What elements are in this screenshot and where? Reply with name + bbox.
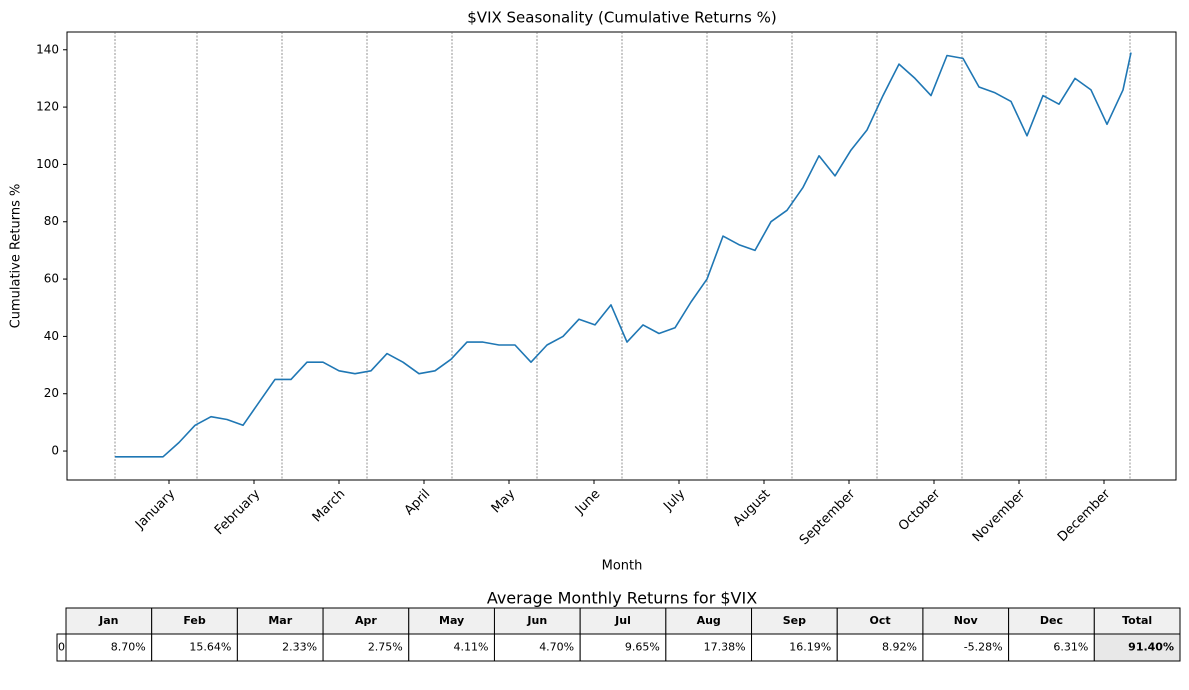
column-header: Aug xyxy=(697,614,721,627)
column-header: Mar xyxy=(268,614,292,627)
y-tick-label: 60 xyxy=(44,272,59,286)
header-cell xyxy=(1093,607,1181,635)
data-cell xyxy=(236,633,324,662)
column-header: Jul xyxy=(614,614,631,627)
x-tick-label: August xyxy=(731,487,774,530)
header-cell xyxy=(665,607,753,635)
data-cell xyxy=(151,633,238,662)
x-tick-label: February xyxy=(212,486,264,538)
x-axis-label: Month xyxy=(602,559,643,574)
x-tick-label: November xyxy=(970,486,1029,545)
header-cell xyxy=(493,607,581,635)
y-tick-label: 100 xyxy=(36,157,59,171)
header-cell xyxy=(922,607,1010,635)
x-tick-label: January xyxy=(132,486,178,532)
cell-value: 8.92% xyxy=(882,641,917,654)
cell-value: 4.11% xyxy=(454,641,489,654)
column-header: Jan xyxy=(98,614,118,627)
y-tick-label: 120 xyxy=(36,100,59,114)
x-tick-label: May xyxy=(489,486,519,516)
cell-value: 6.31% xyxy=(1053,641,1088,654)
header-cell xyxy=(751,607,838,635)
data-cell xyxy=(579,633,667,662)
column-header: Jun xyxy=(526,614,547,627)
table-title: Average Monthly Returns for $VIX xyxy=(487,589,757,608)
cell-value: 2.33% xyxy=(282,641,317,654)
column-header: Oct xyxy=(870,614,891,627)
column-header: Feb xyxy=(183,614,206,627)
header-cell xyxy=(1008,607,1095,635)
line xyxy=(115,52,1132,458)
column-header: May xyxy=(439,614,464,627)
cell-value: 4.70% xyxy=(539,641,574,654)
x-tick-label: October xyxy=(896,486,944,534)
data-cell xyxy=(665,633,753,662)
y-tick-label: 0 xyxy=(51,444,59,458)
chart-title: $VIX Seasonality (Cumulative Returns %) xyxy=(467,9,776,27)
column-header: Dec xyxy=(1040,614,1063,627)
x-tick-label: September xyxy=(797,486,859,548)
cell-value: 8.70% xyxy=(111,641,146,654)
column-header: Total xyxy=(1122,614,1152,627)
y-tick-label: 40 xyxy=(44,329,59,343)
data-cell xyxy=(65,633,153,662)
cell-value: 2.75% xyxy=(368,641,403,654)
cell-value: 16.19% xyxy=(789,641,831,654)
column-header: Apr xyxy=(355,614,377,627)
y-tick-label: 20 xyxy=(44,386,59,400)
cell-value: 15.64% xyxy=(189,641,231,654)
x-tick-label: March xyxy=(310,487,349,526)
cell-value: 9.65% xyxy=(625,641,660,654)
data-cell xyxy=(1093,633,1181,662)
x-tick-label: December xyxy=(1055,486,1114,545)
x-tick-label: July xyxy=(660,486,688,514)
y-tick-label: 140 xyxy=(36,42,59,56)
header-cell xyxy=(65,607,153,635)
plot-frame xyxy=(66,31,1177,481)
y-axis-label: Cumulative Returns % xyxy=(9,184,24,329)
cell-value: 91.40% xyxy=(1128,641,1174,654)
cell-value: 17.38% xyxy=(704,641,746,654)
x-tick-label: June xyxy=(572,487,603,518)
x-tick-label: April xyxy=(402,487,434,519)
data-cell xyxy=(751,633,838,662)
column-header: Nov xyxy=(954,614,979,627)
y-tick-label: 80 xyxy=(44,214,59,228)
cell-value: -5.28% xyxy=(964,641,1003,654)
data-cell xyxy=(408,633,495,662)
data-cell xyxy=(922,633,1010,662)
column-header: Sep xyxy=(783,614,806,627)
row-label: 0 xyxy=(58,641,65,654)
